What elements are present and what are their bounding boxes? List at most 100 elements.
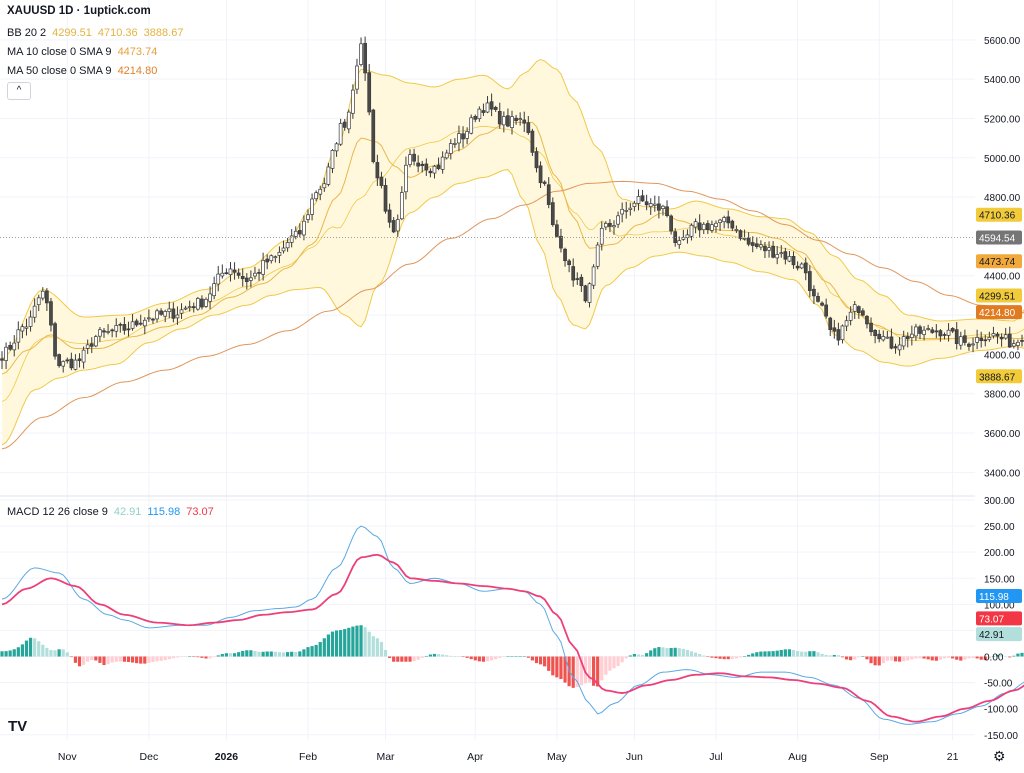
- legend-macd[interactable]: MACD 12 26 close 9 42.91 115.98 73.07: [7, 505, 214, 519]
- macd-histogram-bar: [543, 656, 547, 667]
- candle-body: [742, 237, 747, 240]
- macd-histogram-bar: [771, 651, 775, 657]
- candle-body: [310, 198, 314, 215]
- macd-histogram-bar: [991, 655, 996, 657]
- macd-histogram-bar: [318, 642, 322, 657]
- candle-body: [220, 272, 225, 277]
- macd-histogram-bar: [355, 625, 359, 657]
- macd-histogram-bar: [767, 651, 771, 657]
- macd-histogram-bar: [477, 656, 481, 662]
- candle-body: [40, 290, 45, 299]
- macd-histogram-bar: [306, 647, 310, 657]
- candle-body: [53, 323, 57, 357]
- candle-body: [914, 326, 918, 337]
- macd-line: [1, 525, 1024, 725]
- collapse-legend-button[interactable]: ^: [7, 82, 31, 100]
- legend-bb[interactable]: BB 20 2 4299.51 4710.36 3888.67: [7, 26, 183, 40]
- symbol-title[interactable]: XAUUSD 1D · 1uptick.com: [7, 5, 151, 17]
- macd-histogram-bar: [428, 654, 432, 657]
- macd-histogram-bar: [220, 654, 224, 657]
- macd-value-label-bg: [976, 589, 1022, 604]
- candle-body: [102, 330, 106, 333]
- macd-histogram-bar: [77, 656, 82, 667]
- candle-body: [824, 304, 829, 317]
- macd-histogram-bar: [371, 636, 375, 657]
- macd-histogram-bar: [649, 650, 653, 657]
- macd-histogram-bar: [844, 656, 849, 660]
- macd-histogram-bar: [314, 644, 318, 657]
- candle-body: [856, 306, 861, 314]
- macd-histogram-bar: [20, 644, 24, 657]
- candle-body: [106, 331, 110, 333]
- macd-histogram-bar: [179, 656, 184, 658]
- macd-histogram-bar: [808, 651, 812, 657]
- price-value-label: 4299.51: [979, 292, 1016, 303]
- macd-histogram-bar: [1004, 656, 1008, 657]
- candle-body: [444, 152, 449, 159]
- macd-histogram-bar: [473, 656, 477, 661]
- candle-body: [889, 336, 894, 349]
- candle-body: [77, 358, 82, 361]
- candle-body: [289, 235, 294, 243]
- candle-body: [232, 269, 237, 273]
- macd-histogram-bar: [759, 651, 763, 657]
- candle-body: [873, 330, 877, 337]
- candle-body: [204, 298, 208, 307]
- macd-histogram-bar: [600, 656, 604, 681]
- price-value-label-bg: [976, 288, 1022, 303]
- macd-histogram-bar: [840, 656, 845, 658]
- macd-histogram-bar: [620, 656, 624, 663]
- legend-ma50[interactable]: MA 50 close 0 SMA 9 4214.80: [7, 64, 157, 78]
- macd-histogram-bar: [934, 656, 938, 661]
- macd-histogram-bar: [33, 638, 37, 657]
- candle-body: [465, 131, 469, 139]
- candle-body: [608, 222, 612, 227]
- macd-histogram-bar: [102, 656, 106, 666]
- candle-body: [922, 329, 926, 335]
- macd-histogram-bar: [41, 644, 45, 657]
- price-axis-tick: 5600.00: [984, 36, 1021, 47]
- settings-gear-icon[interactable]: ⚙: [993, 748, 1006, 764]
- legend-ma10[interactable]: MA 10 close 0 SMA 9 4473.74: [7, 45, 157, 59]
- price-axis-tick: 3800.00: [984, 390, 1021, 401]
- macd-histogram-bar: [836, 655, 840, 657]
- price-value-label-bg: [976, 254, 1022, 269]
- candle-body: [701, 223, 706, 231]
- macd-value-label-bg: [976, 611, 1022, 626]
- candle-body: [420, 163, 425, 167]
- candle-body: [832, 327, 837, 332]
- price-axis-tick: 5000.00: [984, 154, 1021, 165]
- candle-body: [355, 65, 359, 90]
- candle-body: [395, 219, 400, 232]
- macd-histogram-bar: [383, 650, 388, 657]
- macd-histogram-bar: [530, 656, 534, 661]
- candle-body: [958, 336, 963, 346]
- macd-axis-tick: 0.00: [984, 653, 1004, 664]
- candle-body: [726, 216, 731, 224]
- macd-histogram-bar: [685, 649, 690, 657]
- macd-histogram-bar: [922, 656, 926, 659]
- candle-body: [89, 343, 94, 347]
- macd-value-label: 73.07: [979, 614, 1004, 625]
- candle-body: [967, 343, 971, 347]
- macd-histogram-bar: [249, 650, 253, 657]
- candle-body: [28, 316, 33, 327]
- candle-body: [473, 116, 478, 120]
- legend-macd-name: MACD 12 26 close 9: [7, 506, 108, 518]
- candle-body: [807, 271, 812, 291]
- macd-histogram-bar: [849, 656, 853, 661]
- candle-body: [510, 116, 514, 128]
- candle-body: [501, 116, 506, 126]
- macd-histogram-bar: [938, 656, 942, 660]
- macd-histogram-bar: [445, 655, 449, 657]
- candle-body: [734, 229, 739, 231]
- candle-body: [257, 272, 261, 274]
- time-axis-tick: Sep: [870, 751, 889, 763]
- macd-histogram-bar: [294, 651, 298, 657]
- candle-body: [261, 259, 265, 275]
- macd-histogram-bar: [983, 656, 987, 661]
- candles: [0, 36, 1024, 373]
- macd-histogram-bar: [457, 656, 461, 658]
